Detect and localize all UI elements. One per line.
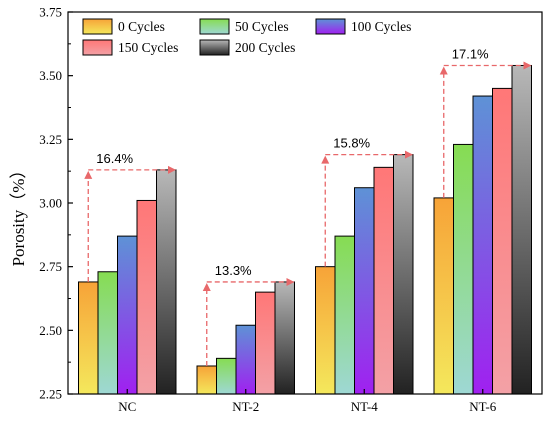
legend-label-3: 150 Cycles	[118, 40, 178, 55]
annotation-label-2: 15.8%	[333, 136, 370, 151]
annotation-label-3: 17.1%	[452, 46, 489, 61]
bar-nt-6-series-4	[511, 64, 532, 395]
y-tick-label-4: 3.25	[39, 132, 62, 147]
bar-nt-2-series-0	[196, 365, 217, 395]
bar-nt-4-series-1	[334, 235, 355, 395]
bar-nt-2-series-4	[274, 281, 295, 395]
annotation-line-head-1	[286, 277, 295, 286]
legend: 0 Cycles 50 Cycles 100 Cycles 150 Cycles 200…	[82, 18, 411, 56]
annotation-arrow-head-2	[321, 155, 330, 164]
annotation-label-1: 13.3%	[215, 263, 252, 278]
bar-nc-series-0	[78, 281, 99, 395]
y-axis-title: Porosity（%）	[9, 162, 28, 267]
bar-nc-series-2	[117, 235, 138, 395]
bar-nt-2-series-1	[216, 357, 237, 395]
bar-nt-6-series-0	[433, 197, 454, 395]
bar-nc-series-1	[97, 271, 118, 395]
annotation-line-head-0	[168, 165, 176, 174]
bar-nc-series-3	[136, 199, 157, 395]
bar-nt-6-series-3	[492, 87, 513, 395]
annotation-arrow-head-3	[439, 66, 448, 75]
x-tick-label-3: NT-6	[469, 399, 496, 414]
bar-nc-series-4	[156, 169, 177, 395]
bar-nt-6-series-1	[453, 143, 474, 395]
bar-nt-4-series-0	[315, 266, 336, 395]
legend-swatch-0	[82, 18, 113, 35]
legend-label-0: 0 Cycles	[118, 19, 165, 34]
legend-label-1: 50 Cycles	[235, 19, 289, 34]
annotation-arrow-head-1	[202, 282, 211, 291]
legend-swatch-2	[315, 18, 346, 35]
annotation-label-0: 16.4%	[96, 151, 133, 166]
axes-layer: 2.25 2.50 2.75 3.00 3.25 3.50 3.75 NC NT-2 NT-4 NT…	[39, 5, 543, 414]
annotation-arrow-head-0	[84, 170, 93, 179]
legend-label-2: 100 Cycles	[351, 19, 411, 34]
bar-nt-2-series-2	[235, 324, 256, 395]
y-tick-label-6: 3.75	[39, 5, 62, 20]
x-tick-label-0: NC	[118, 399, 136, 414]
annotations-layer: 16.4% 13.3% 15.8% 17.1%	[84, 46, 532, 366]
y-tick-label-5: 3.50	[39, 68, 62, 83]
y-tick-label-1: 2.50	[39, 323, 62, 338]
y-tick-label-2: 2.75	[39, 259, 62, 274]
x-tick-label-2: NT-4	[351, 399, 378, 414]
legend-swatch-4	[199, 39, 230, 56]
y-tick-label-3: 3.00	[39, 196, 62, 211]
y-tick-label-0: 2.25	[39, 387, 62, 402]
bars-layer	[78, 64, 532, 395]
legend-swatch-3	[82, 39, 113, 56]
legend-swatch-1	[199, 18, 230, 35]
bar-nt-4-series-2	[354, 187, 375, 395]
bar-nt-4-series-3	[373, 166, 394, 395]
legend-label-4: 200 Cycles	[235, 40, 295, 55]
x-tick-label-1: NT-2	[232, 399, 259, 414]
annotation-line-head-2	[405, 150, 413, 159]
bar-nt-6-series-2	[472, 95, 493, 395]
bar-nt-2-series-3	[255, 291, 276, 395]
bar-nt-4-series-4	[393, 154, 414, 395]
annotation-line-head-3	[523, 61, 532, 70]
